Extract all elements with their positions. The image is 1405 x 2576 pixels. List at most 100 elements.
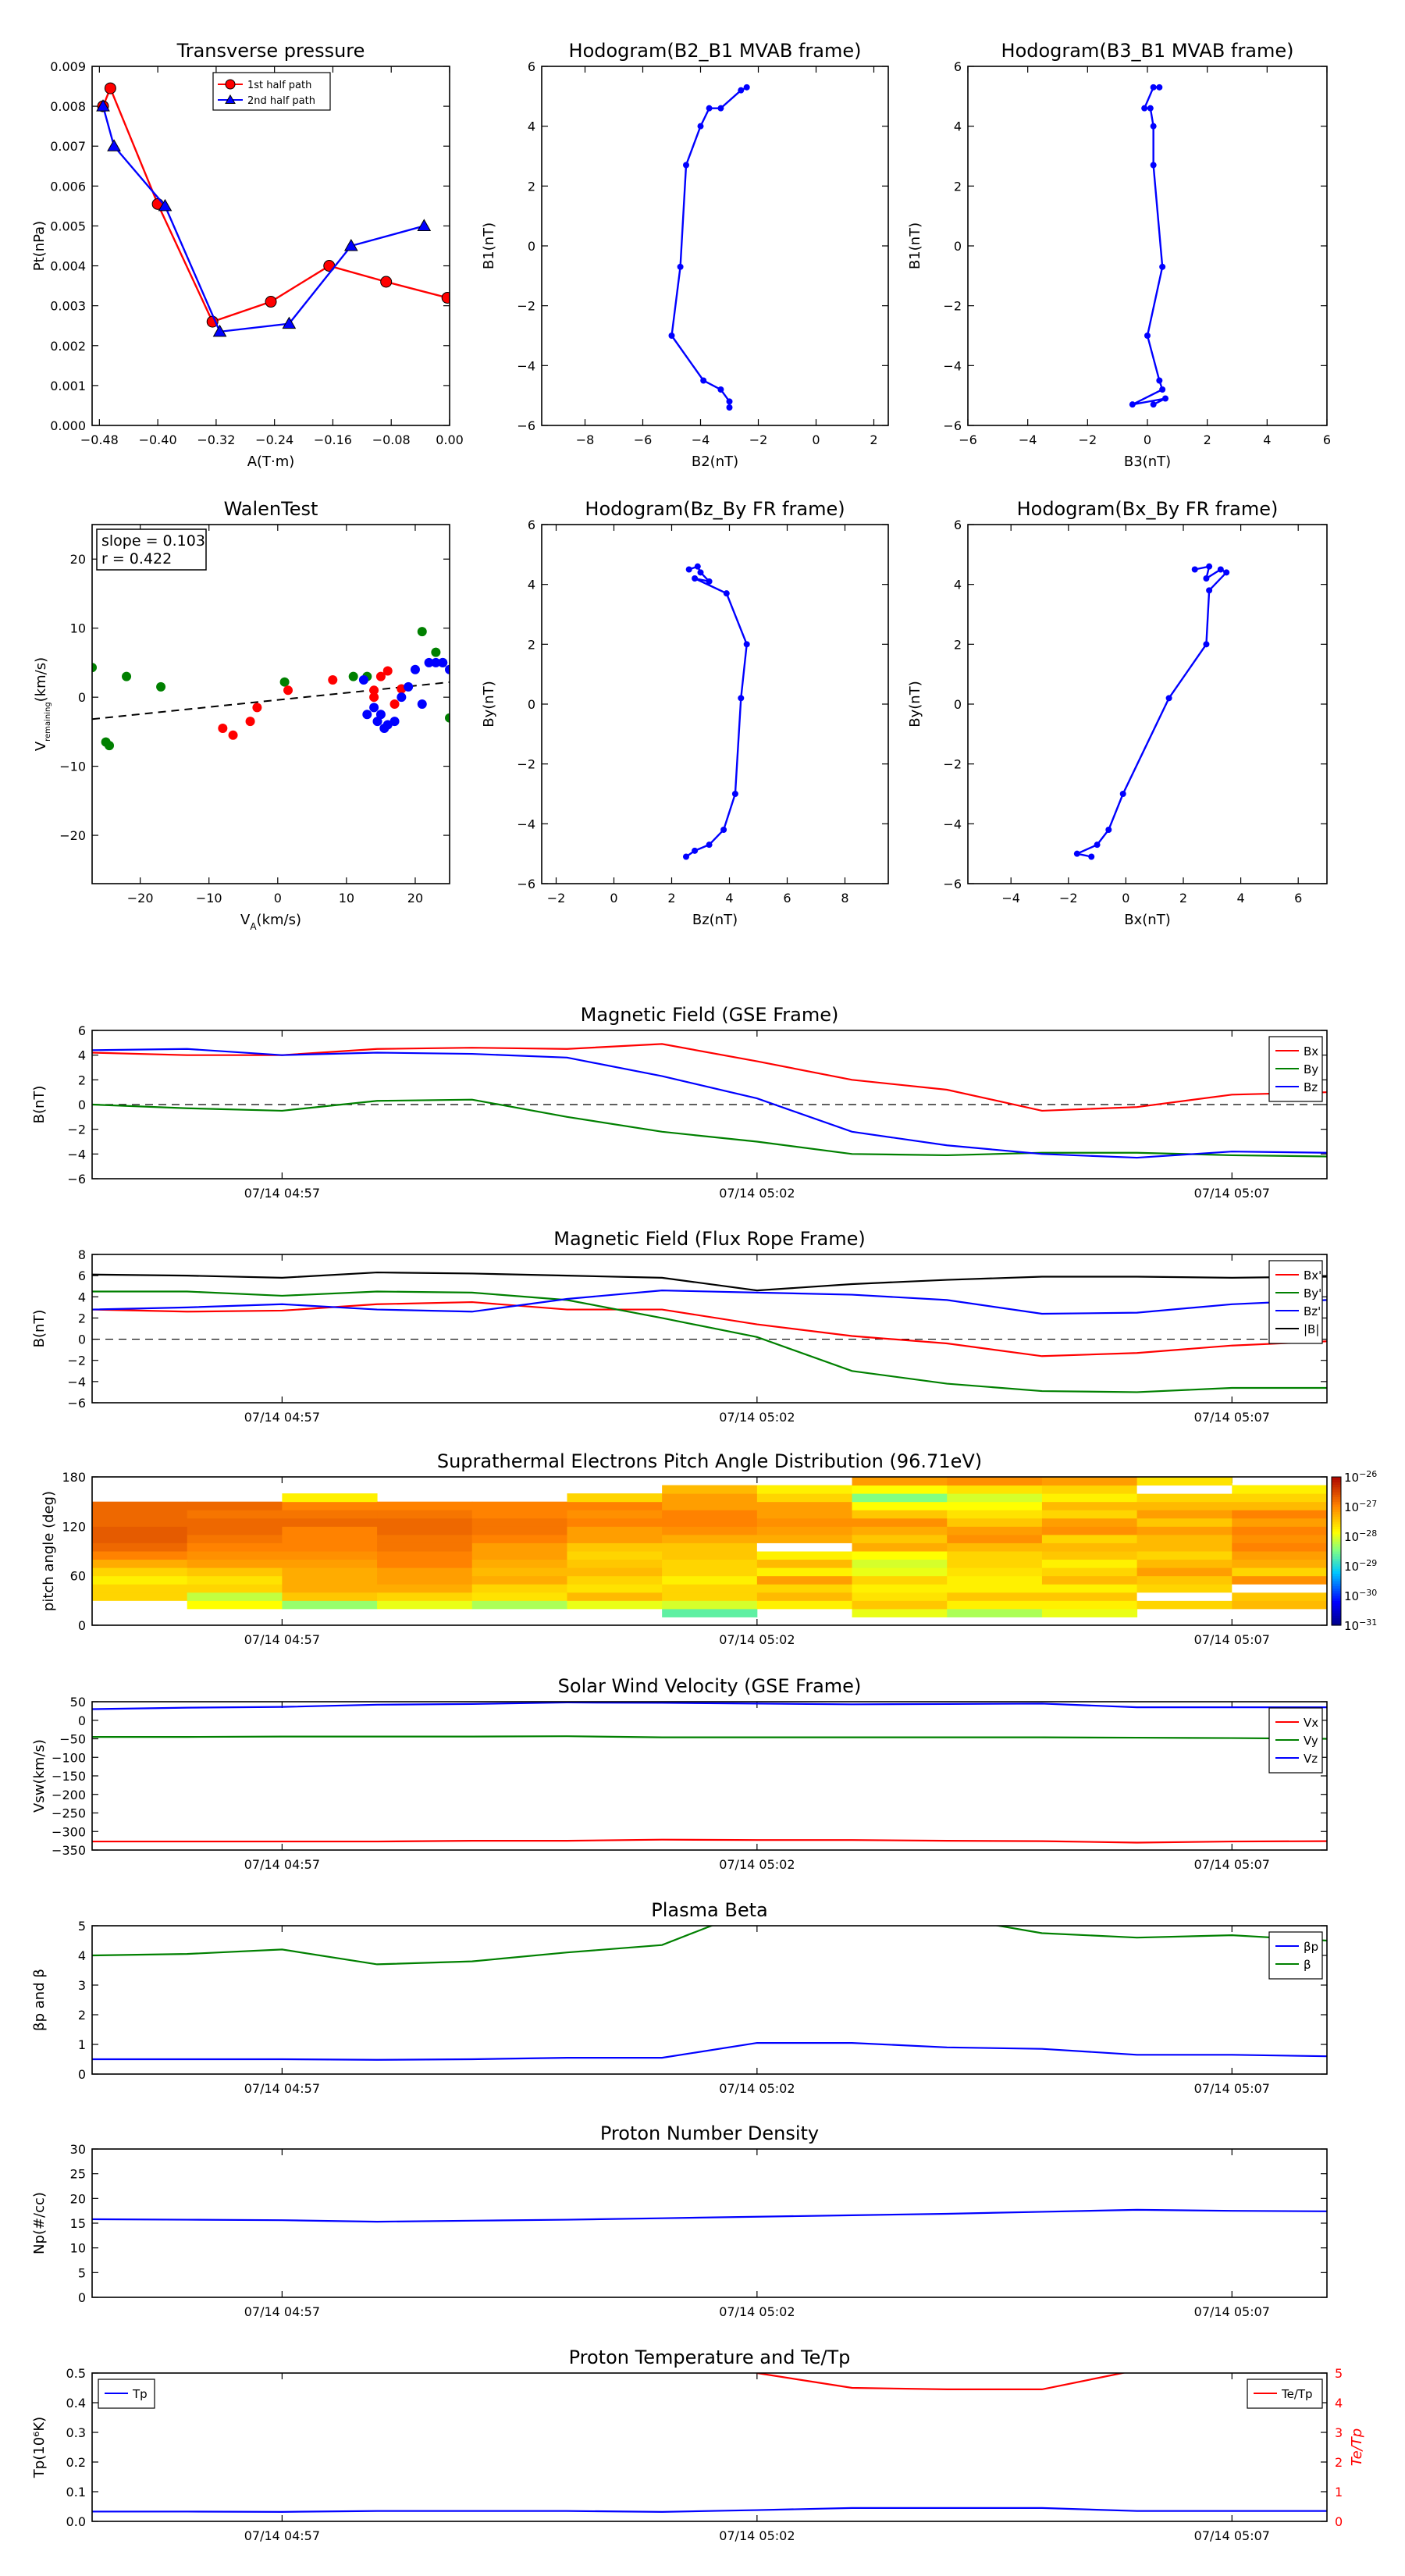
legend-label: Vx bbox=[1304, 1716, 1318, 1730]
x-tick-label: −0.48 bbox=[80, 432, 119, 447]
data-point bbox=[431, 647, 441, 657]
heatmap-cell bbox=[1041, 1493, 1138, 1503]
heatmap-cell bbox=[1232, 1510, 1328, 1519]
y-tick-label: 0 bbox=[78, 690, 86, 705]
series-line bbox=[1073, 565, 1229, 858]
heatmap-cell bbox=[187, 1501, 283, 1510]
heatmap-cell bbox=[1041, 1526, 1138, 1535]
y-axis-label: Tp(10⁶K) bbox=[31, 2417, 48, 2478]
colorbar-segment bbox=[1332, 1581, 1341, 1584]
heatmap-cell bbox=[756, 1501, 853, 1510]
y-tick-label: 0.1 bbox=[66, 2485, 86, 2500]
data-point bbox=[105, 741, 115, 751]
colorbar-segment bbox=[1332, 1484, 1341, 1488]
series-line-Te/Tp bbox=[756, 2373, 1127, 2390]
series-0 bbox=[683, 563, 750, 860]
data-point bbox=[706, 578, 713, 585]
data-point bbox=[283, 685, 293, 696]
data-point bbox=[1150, 162, 1157, 169]
data-point bbox=[1105, 827, 1112, 833]
y-tick-label: 2 bbox=[528, 637, 535, 652]
x-tick-label: 07/14 05:07 bbox=[1194, 1186, 1270, 1201]
colorbar-segment bbox=[1332, 1556, 1341, 1560]
y-tick-label: 8 bbox=[78, 1247, 86, 1262]
y-tick-label: 4 bbox=[78, 1948, 86, 1963]
annotation-line: r = 0.422 bbox=[101, 550, 172, 568]
colorbar-segment bbox=[1332, 1596, 1341, 1599]
chart-title: Proton Temperature and Te/Tp bbox=[569, 2347, 851, 2368]
colorbar-segment bbox=[1332, 1553, 1341, 1557]
chart-title: Magnetic Field (Flux Rope Frame) bbox=[553, 1228, 865, 1250]
series-line-Bz bbox=[92, 1048, 1327, 1159]
data-point bbox=[104, 82, 116, 94]
series-0 bbox=[668, 84, 750, 411]
y-tick-label: 0.008 bbox=[50, 99, 86, 114]
heatmap-cell bbox=[947, 1584, 1043, 1593]
heatmap-cell bbox=[852, 1559, 948, 1568]
chart-h3: Hodogram(Bz_By FR frame) −6 −4 −2 0 2 4 6 −2 0 2 4 6… bbox=[481, 498, 889, 928]
data-point bbox=[1165, 695, 1172, 702]
y-tick-label: 4 bbox=[954, 578, 962, 592]
x-tick-label: 0 bbox=[1144, 432, 1151, 447]
series-0 bbox=[1073, 563, 1230, 860]
y-axis-label: By(nT) bbox=[907, 681, 923, 727]
y-tick-label: 120 bbox=[62, 1519, 86, 1534]
heatmap-cell bbox=[92, 1526, 188, 1535]
chart-title: Solar Wind Velocity (GSE Frame) bbox=[558, 1675, 862, 1697]
data-point bbox=[668, 333, 675, 339]
heatmap-cell bbox=[756, 1526, 853, 1535]
heatmap-cell bbox=[852, 1534, 948, 1543]
heatmap-cell bbox=[471, 1526, 567, 1535]
heatmap-cell bbox=[471, 1551, 567, 1560]
plot-frame bbox=[967, 66, 1328, 426]
colorbar-tick-exponent: −27 bbox=[1359, 1499, 1377, 1509]
data-point bbox=[348, 671, 358, 681]
y-axis-label: By(nT) bbox=[481, 681, 497, 727]
heatmap-cell bbox=[1041, 1501, 1138, 1510]
heatmap-cell bbox=[187, 1526, 283, 1535]
x-axis-label: Bx(nT) bbox=[1124, 912, 1170, 928]
chart-pad: Suprathermal Electrons Pitch Angle Distr… bbox=[41, 1450, 1377, 1647]
colorbar-segment bbox=[1332, 1536, 1341, 1539]
data-point bbox=[107, 139, 121, 151]
colorbar-segment bbox=[1332, 1524, 1341, 1527]
x-tick-label: 4 bbox=[725, 891, 733, 906]
data-point bbox=[731, 791, 738, 797]
y-tick-label: 10 bbox=[70, 621, 86, 636]
x-tick-label: −0.24 bbox=[255, 432, 293, 447]
series-line bbox=[685, 565, 748, 858]
legend-label: 2nd half path bbox=[247, 95, 315, 107]
data-point bbox=[1223, 569, 1230, 576]
x-tick-label: −4 bbox=[1001, 891, 1020, 906]
heatmap-cell bbox=[947, 1534, 1043, 1543]
fit-line bbox=[92, 681, 450, 720]
series-line-Vy bbox=[92, 1735, 1327, 1740]
heatmap-cell bbox=[377, 1517, 473, 1527]
y-tick-label: 2 bbox=[528, 179, 535, 194]
y-tick-label: 6 bbox=[78, 1023, 86, 1038]
data-point bbox=[685, 566, 692, 573]
y-tick-label: −2 bbox=[67, 1354, 86, 1368]
data-point bbox=[358, 675, 368, 685]
y-tick-label: 20 bbox=[70, 552, 86, 567]
heatmap-cell bbox=[662, 1501, 758, 1510]
colorbar-segment bbox=[1332, 1486, 1341, 1490]
colorbar-segment bbox=[1332, 1605, 1341, 1609]
data-point bbox=[717, 386, 724, 393]
y-tick-label: −4 bbox=[517, 817, 535, 831]
x-tick-label: 07/14 05:02 bbox=[719, 1410, 795, 1425]
heatmap-cell bbox=[567, 1510, 663, 1519]
data-point bbox=[404, 681, 414, 692]
data-point bbox=[252, 703, 262, 713]
x-tick-label: −6 bbox=[634, 432, 653, 447]
legend-label: β bbox=[1304, 1958, 1311, 1972]
heatmap-cell bbox=[852, 1567, 948, 1577]
colorbar-segment bbox=[1332, 1563, 1341, 1567]
colorbar-tick-exponent: −29 bbox=[1359, 1558, 1377, 1568]
heatmap-cell bbox=[852, 1501, 948, 1510]
data-point bbox=[726, 404, 733, 411]
x-axis-label: B3(nT) bbox=[1124, 454, 1171, 470]
y-tick-label: 0 bbox=[78, 1618, 86, 1633]
x-tick-label: 2 bbox=[1179, 891, 1187, 906]
